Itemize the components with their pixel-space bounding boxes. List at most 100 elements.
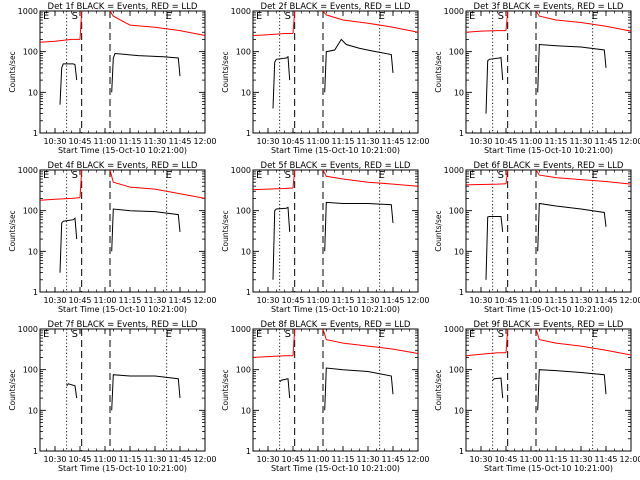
y-tick-label: 100 (449, 48, 464, 57)
marker-letter: S (285, 11, 291, 22)
x-axis-label: Start Time (15-Oct-10 10:21:00) (484, 305, 613, 314)
chart-title: Det 1f BLACK = Events, RED = LLD (48, 2, 198, 12)
series-lld-segment-1 (465, 352, 506, 357)
y-tick-label: 100 (236, 366, 251, 375)
y-tick-label: 1 (246, 288, 251, 297)
x-tick-label: 12:00 (193, 296, 216, 305)
x-tick-label: 10:45 (494, 296, 517, 305)
x-tick-label: 10:45 (281, 137, 304, 146)
marker-letter: E (592, 170, 598, 181)
series-events-segment-2 (111, 208, 181, 252)
x-axis-label: Start Time (15-Oct-10 10:21:00) (271, 146, 400, 155)
chart-panel-4: Det 4f BLACK = Events, RED = LLD 1 10 100 10… (8, 161, 217, 314)
x-tick-label: 11:45 (168, 137, 191, 146)
x-tick-label: 12:00 (193, 455, 216, 464)
y-tick-label: 10 (454, 406, 464, 415)
y-tick-label: 10 (454, 247, 464, 256)
x-axis-label: Start Time (15-Oct-10 10:21:00) (484, 464, 613, 473)
series-lld-segment-1 (39, 197, 81, 201)
y-axis-label: Counts/sec (434, 51, 443, 92)
x-tick-label: 11:30 (356, 455, 379, 464)
series-events-segment-2 (537, 202, 607, 252)
marker-letter: E (379, 11, 385, 22)
y-tick-label: 100 (23, 366, 38, 375)
y-tick-label: 100 (236, 48, 251, 57)
chart-panel-7: Det 7f BLACK = Events, RED = LLD 1 10 100 10… (8, 320, 217, 473)
chart-panel-2: Det 2f BLACK = Events, RED = LLD 1 10 100 10… (221, 2, 430, 155)
y-tick-label: 1 (459, 129, 464, 138)
marker-letter: E (43, 329, 49, 340)
chart-panel-1: Det 1f BLACK = Events, RED = LLD 1 10 100 10… (8, 2, 217, 155)
x-axis-label: Start Time (15-Oct-10 10:21:00) (484, 146, 613, 155)
series-lld-segment-1 (465, 30, 506, 33)
chart-title: Det 4f BLACK = Events, RED = LLD (48, 161, 198, 171)
series-lld-segment-2 (79, 10, 83, 40)
marker-letter: E (469, 11, 475, 22)
x-tick-label: 11:15 (544, 137, 567, 146)
y-tick-label: 1 (33, 447, 38, 456)
series-events-segment-1 (485, 216, 504, 280)
x-tick-label: 11:45 (594, 137, 617, 146)
x-tick-label: 11:00 (306, 137, 329, 146)
x-tick-label: 11:15 (331, 296, 354, 305)
x-tick-label: 10:30 (43, 137, 66, 146)
x-tick-label: 10:30 (469, 296, 492, 305)
y-tick-label: 10 (28, 406, 38, 415)
marker-letter: S (498, 329, 504, 340)
x-tick-label: 11:15 (544, 296, 567, 305)
x-tick-label: 12:00 (406, 455, 429, 464)
x-axis-label: Start Time (15-Oct-10 10:21:00) (271, 305, 400, 314)
x-tick-label: 11:00 (93, 455, 116, 464)
x-tick-label: 12:00 (193, 137, 216, 146)
x-tick-label: 11:30 (356, 137, 379, 146)
y-tick-label: 10 (454, 88, 464, 97)
y-tick-label: 1000 (231, 166, 251, 175)
y-tick-label: 100 (449, 207, 464, 216)
y-axis-label: Counts/sec (221, 51, 230, 92)
marker-letter: S (72, 11, 78, 22)
x-tick-label: 10:45 (281, 455, 304, 464)
y-tick-label: 10 (241, 406, 251, 415)
series-lld-segment-1 (39, 38, 80, 43)
x-tick-label: 11:15 (331, 455, 354, 464)
series-lld-segment-2 (292, 169, 296, 189)
series-lld-segment-3 (322, 328, 419, 354)
plot-frame (252, 10, 419, 134)
series-events-segment-1 (272, 206, 291, 280)
marker-letter: E (256, 11, 262, 22)
x-tick-label: 11:30 (569, 137, 592, 146)
plot-frame (465, 10, 632, 134)
series-events-segment-2 (111, 52, 181, 93)
marker-letter: E (469, 170, 475, 181)
x-tick-label: 10:45 (494, 455, 517, 464)
y-tick-label: 1000 (18, 7, 38, 16)
x-tick-label: 10:45 (68, 296, 91, 305)
chart-title: Det 3f BLACK = Events, RED = LLD (474, 2, 624, 12)
series-lld-segment-2 (292, 10, 296, 34)
plot-frame (465, 328, 632, 452)
x-tick-label: 12:00 (619, 296, 640, 305)
y-axis-label: Counts/sec (8, 51, 17, 92)
chart-panel-5: Det 5f BLACK = Events, RED = LLD 1 10 100 10… (221, 161, 430, 314)
y-axis-label: Counts/sec (8, 369, 17, 410)
series-lld-segment-2 (505, 10, 509, 31)
plot-frame (39, 10, 206, 134)
chart-title: Det 8f BLACK = Events, RED = LLD (261, 320, 411, 330)
series-lld-segment-2 (505, 328, 509, 353)
x-tick-label: 11:00 (93, 296, 116, 305)
marker-letter: S (285, 170, 291, 181)
series-events-segment-2 (324, 201, 394, 252)
marker-letter: S (72, 170, 78, 181)
x-tick-label: 11:45 (168, 455, 191, 464)
x-tick-label: 10:45 (68, 455, 91, 464)
chart-title: Det 7f BLACK = Events, RED = LLD (48, 320, 198, 330)
x-axis-label: Start Time (15-Oct-10 10:21:00) (271, 464, 400, 473)
chart-panel-6: Det 6f BLACK = Events, RED = LLD 1 10 100 10… (434, 161, 640, 314)
series-events-segment-2 (537, 369, 607, 411)
marker-letter: E (592, 11, 598, 22)
y-tick-label: 1 (33, 129, 38, 138)
x-tick-label: 11:15 (544, 455, 567, 464)
series-lld-segment-2 (505, 169, 509, 184)
marker-letter: S (72, 329, 78, 340)
